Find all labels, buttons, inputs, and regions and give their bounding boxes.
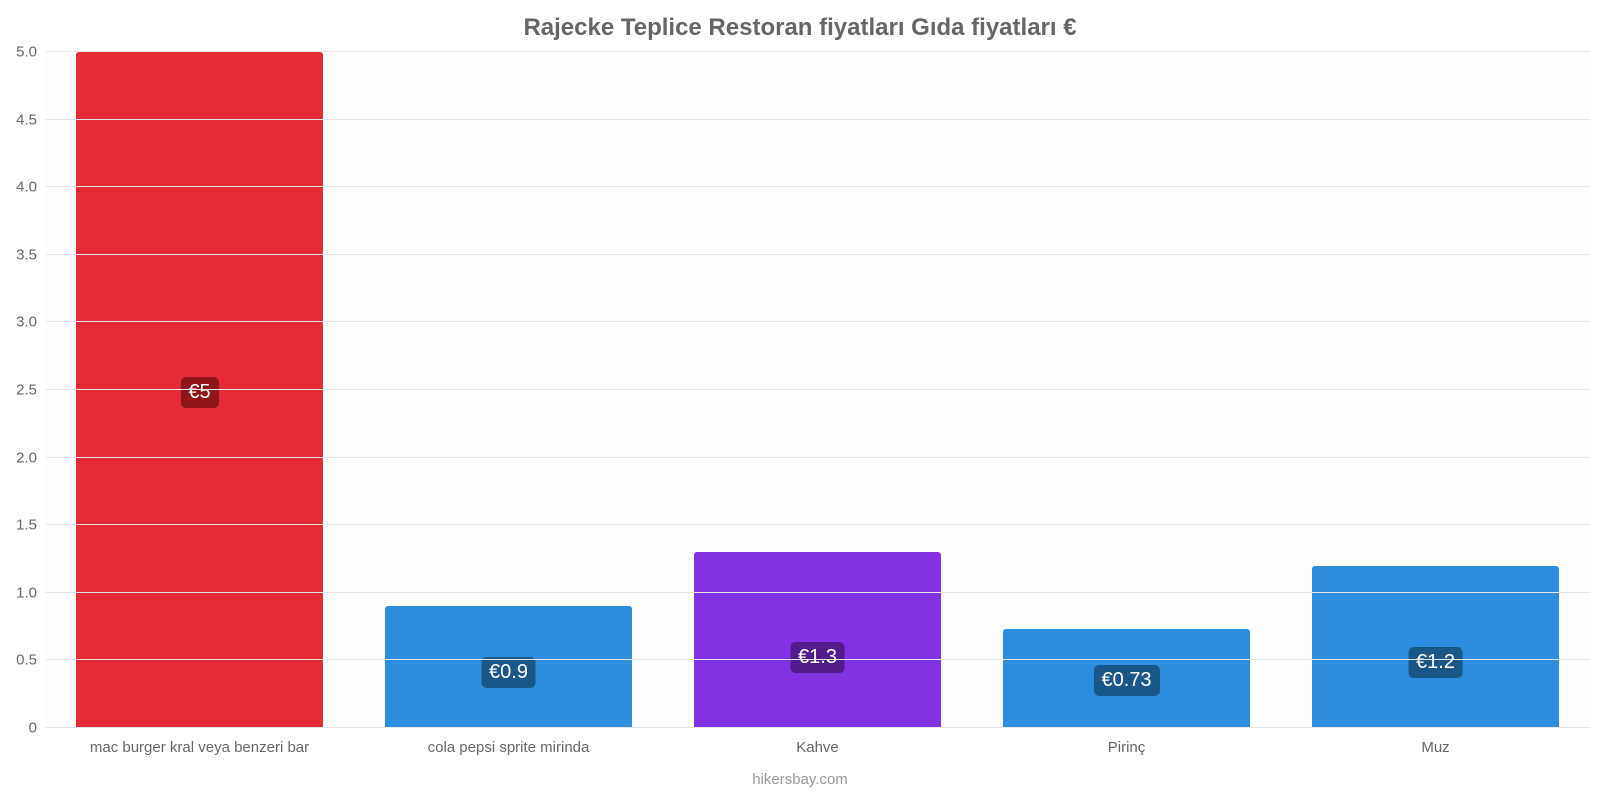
y-tick-label: 1.0: [16, 584, 37, 601]
bar-slot: €0.73: [972, 52, 1281, 728]
bar: €0.9: [385, 606, 632, 728]
gridline: [45, 524, 1590, 525]
bar-slot: €1.2: [1281, 52, 1590, 728]
gridline: [45, 321, 1590, 322]
value-badge: €5: [180, 377, 218, 408]
value-badge: €1.2: [1408, 647, 1463, 678]
x-tick-label: cola pepsi sprite mirinda: [354, 739, 663, 756]
y-tick-label: 1.5: [16, 517, 37, 534]
x-tick-label: Pirinç: [972, 739, 1281, 756]
gridline: [45, 457, 1590, 458]
bar-slot: €1.3: [663, 52, 972, 728]
chart-title: Rajecke Teplice Restoran fiyatları Gıda …: [0, 0, 1600, 48]
bar: €1.3: [694, 552, 941, 728]
gridline: [45, 727, 1590, 728]
y-tick-label: 4.0: [16, 179, 37, 196]
x-tick-label: Muz: [1281, 739, 1590, 756]
gridline: [45, 659, 1590, 660]
value-badge: €0.73: [1093, 665, 1159, 696]
x-axis-labels: mac burger kral veya benzeri barcola pep…: [45, 739, 1590, 756]
y-tick-label: 0: [29, 720, 37, 737]
value-badge: €0.9: [481, 657, 536, 688]
bars-row: €5 €0.9 €1.3 €0.73 €1.2: [45, 52, 1590, 728]
gridline: [45, 254, 1590, 255]
chart-caption: hikersbay.com: [0, 771, 1600, 788]
gridline: [45, 51, 1590, 52]
bar-slot: €0.9: [354, 52, 663, 728]
bar: €0.73: [1003, 629, 1250, 728]
bar: €5: [76, 52, 323, 728]
y-tick-label: 4.5: [16, 111, 37, 128]
value-badge: €1.3: [790, 642, 845, 673]
x-tick-label: Kahve: [663, 739, 972, 756]
bar: €1.2: [1312, 566, 1559, 728]
x-tick-label: mac burger kral veya benzeri bar: [45, 739, 354, 756]
y-tick-label: 2.0: [16, 449, 37, 466]
y-tick-label: 2.5: [16, 382, 37, 399]
gridline: [45, 186, 1590, 187]
y-tick-label: 3.5: [16, 246, 37, 263]
gridline: [45, 389, 1590, 390]
plot-area: €5€0.9€1.3€0.73€1.2 00.51.01.52.02.53.03…: [45, 52, 1590, 728]
gridline: [45, 119, 1590, 120]
y-tick-label: 0.5: [16, 652, 37, 669]
bar-slot: €5: [45, 52, 354, 728]
gridline: [45, 592, 1590, 593]
y-tick-label: 5.0: [16, 44, 37, 61]
y-tick-label: 3.0: [16, 314, 37, 331]
chart-container: Rajecke Teplice Restoran fiyatları Gıda …: [0, 0, 1600, 800]
